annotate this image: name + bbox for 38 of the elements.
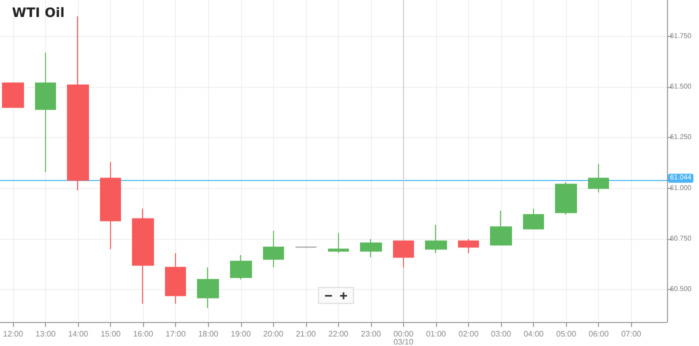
x-tick-label: 05:00 xyxy=(556,330,577,338)
x-tick-label: 16:00 xyxy=(133,330,154,338)
text: WTI Oil xyxy=(12,6,65,21)
x-tick-label: 14:00 xyxy=(68,330,89,338)
x-tick-label: 04:00 xyxy=(524,330,544,338)
x-tick-label: 12:00 xyxy=(3,330,24,338)
x-tick-label: 17:00 xyxy=(166,330,186,338)
candlestick xyxy=(100,162,121,250)
candlestick xyxy=(458,238,479,254)
candlestick xyxy=(588,164,609,193)
x-tick-label: 03:00 xyxy=(491,330,512,338)
x-tick-label: 13:00 xyxy=(36,330,56,338)
candlestick xyxy=(263,230,284,268)
candlestick xyxy=(425,224,447,254)
candlestick xyxy=(197,266,219,308)
x-tick-label: 15:00 xyxy=(100,330,122,338)
x-tick-label: 19:00 xyxy=(230,330,252,338)
x-tick-label: 02:00 xyxy=(458,330,480,338)
x-tick-label: 00:00 xyxy=(393,330,414,338)
ref-line-label: 03/10 xyxy=(393,338,414,346)
candlestick xyxy=(360,238,382,258)
x-tick-label: 22:00 xyxy=(328,330,349,338)
candlestick xyxy=(393,240,414,268)
x-tick-label: 20:00 xyxy=(263,330,284,338)
candlestick xyxy=(555,182,577,216)
candlestick xyxy=(165,252,186,304)
x-tick-label: 21:00 xyxy=(296,330,316,338)
x-tick-label: 06:00 xyxy=(588,330,610,338)
x-tick-label: 07:00 xyxy=(621,330,642,338)
candlestick xyxy=(328,232,349,254)
x-tick-label: 23:00 xyxy=(360,330,382,338)
x-tick-label: 01:00 xyxy=(426,330,447,338)
candlestick xyxy=(2,82,24,108)
candlestick xyxy=(490,210,512,246)
candlestick xyxy=(132,208,154,304)
candlestick xyxy=(230,254,252,280)
x-tick-label: 18:00 xyxy=(198,330,219,338)
candlestick xyxy=(523,208,544,230)
